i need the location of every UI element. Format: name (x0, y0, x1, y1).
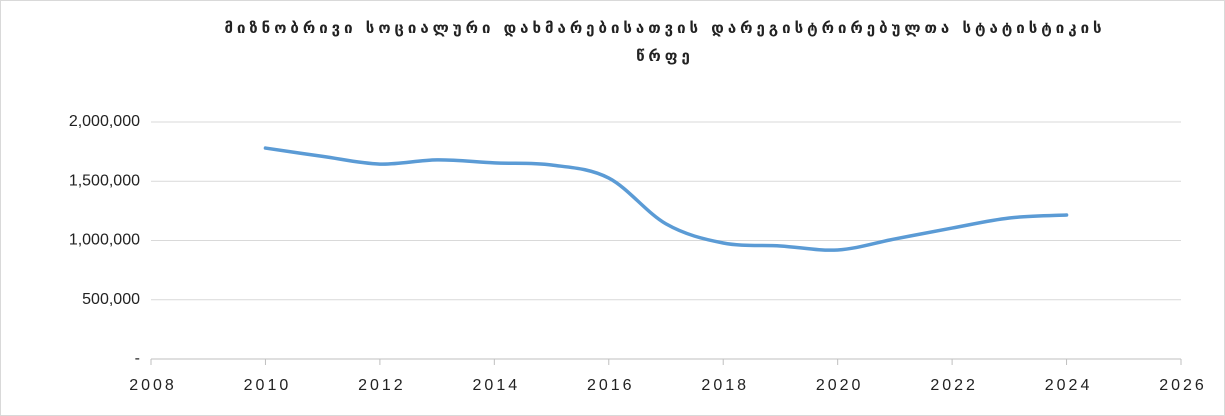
x-tick-label: 2012 (358, 377, 406, 394)
x-tick-label: 2024 (1045, 377, 1093, 394)
x-tick-label: 2020 (816, 377, 864, 394)
x-tick-label: 2014 (473, 377, 521, 394)
chart-title: მიზნობრივი სოციალური დახმარებისათვის დარ… (224, 19, 1106, 65)
x-tick-label: 2018 (701, 377, 749, 394)
y-tick-label: 2,000,000 (69, 113, 140, 130)
line (263, 146, 1069, 252)
x-tick-label: 2010 (244, 377, 292, 394)
x-tick-label: 2008 (129, 377, 177, 394)
y-tick-label: 500,000 (82, 291, 140, 308)
x-tick-label: 2022 (930, 377, 978, 394)
x-tick-label: 2016 (587, 377, 635, 394)
y-tick-label: 1,000,000 (69, 232, 140, 249)
y-tick-label: 1,500,000 (69, 172, 140, 189)
x-tick-label: 2026 (1159, 377, 1207, 394)
y-tick-label: - (135, 350, 140, 367)
